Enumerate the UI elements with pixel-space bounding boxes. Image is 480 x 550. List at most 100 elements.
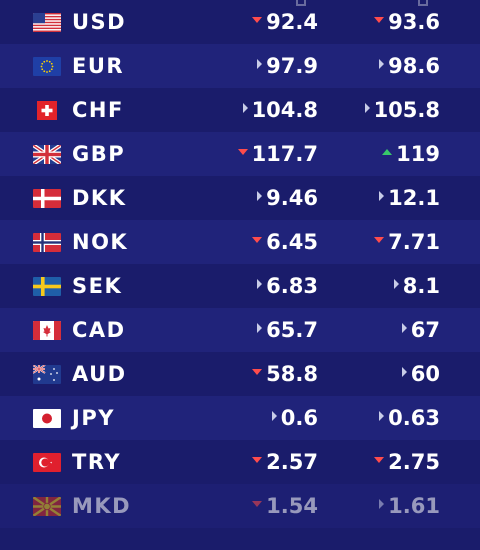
eu-flag-icon: [33, 57, 61, 76]
arrow-down-icon: [252, 501, 263, 507]
buy-rate: 104.8: [242, 98, 318, 122]
buy-rate-value: 65.7: [266, 318, 318, 342]
buy-rate: 6.83: [257, 274, 318, 298]
sell-rate-value: 12.1: [388, 186, 440, 210]
sell-rate: 1.61: [379, 494, 440, 518]
arrow-right-icon: [364, 103, 370, 113]
tr-flag-icon: [33, 453, 61, 472]
sell-rate-value: 2.75: [388, 450, 440, 474]
buy-rate-value: 9.46: [266, 186, 318, 210]
currency-code: NOK: [72, 230, 129, 254]
arrow-right-icon: [401, 367, 407, 377]
sell-rate-value: 8.1: [402, 274, 440, 298]
mk-flag-icon: [33, 497, 61, 516]
buy-rate: 117.7: [237, 142, 318, 166]
arrow-right-icon: [257, 323, 263, 333]
jp-flag-icon: [33, 409, 61, 428]
arrow-down-icon: [374, 17, 385, 23]
arrow-right-icon: [242, 103, 248, 113]
buy-rate: 0.6: [271, 406, 318, 430]
arrow-right-icon: [257, 59, 263, 69]
arrow-right-icon: [257, 191, 263, 201]
sell-rate-value: 98.6: [388, 54, 440, 78]
buy-rate: 6.45: [252, 230, 318, 254]
arrow-down-icon: [252, 457, 263, 463]
sell-rate: 67: [401, 318, 440, 342]
buy-rate: 97.9: [257, 54, 318, 78]
sell-rate-value: 67: [410, 318, 440, 342]
currency-code: CAD: [72, 318, 126, 342]
buy-rate-value: 58.8: [266, 362, 318, 386]
arrow-down-icon: [374, 237, 385, 243]
buy-rate: 65.7: [257, 318, 318, 342]
currency-row: MKD 1.54 1.61: [0, 484, 480, 528]
exchange-rate-table: USD 92.4 93.6 EUR 97.9 98.6 CHF 104.8 10…: [0, 0, 480, 528]
currency-row: AUD 58.8 60: [0, 352, 480, 396]
sell-rate-value: 60: [410, 362, 440, 386]
buy-rate-value: 2.57: [266, 450, 318, 474]
us-flag-icon: [33, 13, 61, 32]
currency-row: CAD 65.7 67: [0, 308, 480, 352]
currency-code: AUD: [72, 362, 127, 386]
currency-code: CHF: [72, 98, 124, 122]
sell-rate: 12.1: [379, 186, 440, 210]
arrow-right-icon: [393, 279, 399, 289]
currency-row: CHF 104.8 105.8: [0, 88, 480, 132]
sell-rate-value: 105.8: [373, 98, 440, 122]
currency-row: EUR 97.9 98.6: [0, 44, 480, 88]
currency-row: JPY 0.6 0.63: [0, 396, 480, 440]
currency-row: SEK 6.83 8.1: [0, 264, 480, 308]
buy-rate: 1.54: [252, 494, 318, 518]
currency-code: TRY: [72, 450, 122, 474]
currency-code: SEK: [72, 274, 123, 298]
arrow-down-icon: [252, 17, 263, 23]
buy-rate-value: 6.45: [266, 230, 318, 254]
arrow-right-icon: [379, 59, 385, 69]
sell-rate-value: 7.71: [388, 230, 440, 254]
currency-row: NOK 6.45 7.71: [0, 220, 480, 264]
sell-rate-value: 1.61: [388, 494, 440, 518]
buy-rate-value: 117.7: [251, 142, 318, 166]
currency-row: GBP 117.7 119: [0, 132, 480, 176]
currency-row: TRY 2.57 2.75: [0, 440, 480, 484]
buy-rate: 92.4: [252, 10, 318, 34]
buy-rate-value: 6.83: [266, 274, 318, 298]
currency-code: MKD: [72, 494, 132, 518]
buy-rate: 2.57: [252, 450, 318, 474]
sell-rate: 98.6: [379, 54, 440, 78]
arrow-right-icon: [379, 499, 385, 509]
arrow-down-icon: [252, 369, 263, 375]
header-fragment: [418, 0, 428, 6]
sell-rate: 60: [401, 362, 440, 386]
buy-rate: 9.46: [257, 186, 318, 210]
arrow-right-icon: [271, 411, 277, 421]
sell-rate-value: 119: [396, 142, 440, 166]
sell-rate: 0.63: [379, 406, 440, 430]
arrow-right-icon: [257, 279, 263, 289]
dk-flag-icon: [33, 189, 61, 208]
gb-flag-icon: [33, 145, 61, 164]
sell-rate-value: 0.63: [388, 406, 440, 430]
sell-rate: 119: [382, 142, 440, 166]
sell-rate: 8.1: [393, 274, 440, 298]
arrow-down-icon: [374, 457, 385, 463]
arrow-right-icon: [379, 411, 385, 421]
sell-rate: 93.6: [374, 10, 440, 34]
arrow-right-icon: [379, 191, 385, 201]
buy-rate-value: 0.6: [280, 406, 318, 430]
arrow-up-icon: [382, 149, 393, 155]
sell-rate: 105.8: [364, 98, 440, 122]
currency-code: JPY: [72, 406, 115, 430]
ca-flag-icon: [33, 321, 61, 340]
currency-code: GBP: [72, 142, 126, 166]
arrow-right-icon: [401, 323, 407, 333]
se-flag-icon: [33, 277, 61, 296]
currency-code: USD: [72, 10, 127, 34]
sell-rate: 7.71: [374, 230, 440, 254]
currency-row: USD 92.4 93.6: [0, 0, 480, 44]
buy-rate-value: 1.54: [266, 494, 318, 518]
buy-rate-value: 92.4: [266, 10, 318, 34]
buy-rate: 58.8: [252, 362, 318, 386]
au-flag-icon: [33, 365, 61, 384]
buy-rate-value: 97.9: [266, 54, 318, 78]
